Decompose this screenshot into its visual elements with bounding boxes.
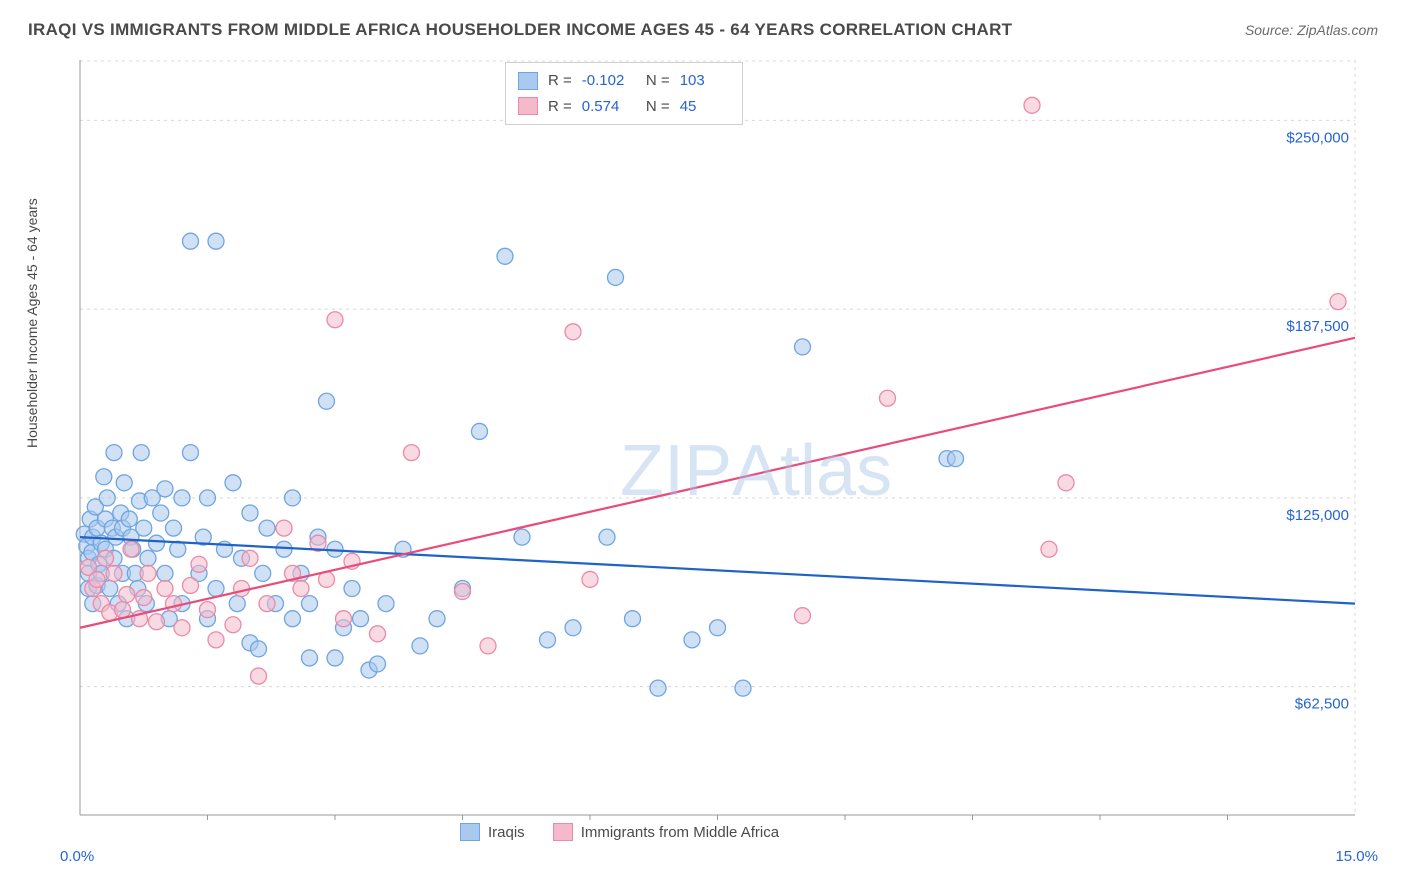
legend-item-0: Iraqis (460, 823, 525, 841)
legend-label-0: Iraqis (488, 824, 525, 841)
legend-series: Iraqis Immigrants from Middle Africa (460, 823, 779, 841)
n-value-0: 103 (680, 68, 730, 94)
swatch-icon (518, 72, 538, 90)
x-axis-start: 0.0% (60, 848, 94, 865)
r-value-1: 0.574 (582, 94, 632, 120)
svg-text:$125,000: $125,000 (1286, 507, 1349, 524)
n-value-1: 45 (680, 94, 730, 120)
swatch-icon (460, 823, 480, 841)
swatch-icon (518, 97, 538, 115)
swatch-icon (553, 823, 573, 841)
svg-text:$62,500: $62,500 (1295, 696, 1349, 713)
legend-stats-row-0: R = -0.102 N = 103 (518, 68, 730, 94)
legend-item-1: Immigrants from Middle Africa (553, 823, 779, 841)
chart-title: IRAQI VS IMMIGRANTS FROM MIDDLE AFRICA H… (28, 20, 1012, 40)
x-axis-end: 15.0% (1335, 848, 1378, 865)
r-value-0: -0.102 (582, 68, 632, 94)
svg-text:$250,000: $250,000 (1286, 129, 1349, 146)
legend-stats-row-1: R = 0.574 N = 45 (518, 94, 730, 120)
scatter-chart: $62,500 $125,000 $187,500 $250,000 (60, 60, 1375, 820)
legend-label-1: Immigrants from Middle Africa (581, 824, 779, 841)
svg-text:$187,500: $187,500 (1286, 318, 1349, 335)
y-axis-label: Householder Income Ages 45 - 64 years (24, 198, 40, 448)
source-attribution: Source: ZipAtlas.com (1245, 22, 1378, 38)
chart-container: $62,500$125,000$187,500$250,000 Househol… (60, 60, 1375, 820)
legend-stats: R = -0.102 N = 103 R = 0.574 N = 45 (505, 62, 743, 125)
